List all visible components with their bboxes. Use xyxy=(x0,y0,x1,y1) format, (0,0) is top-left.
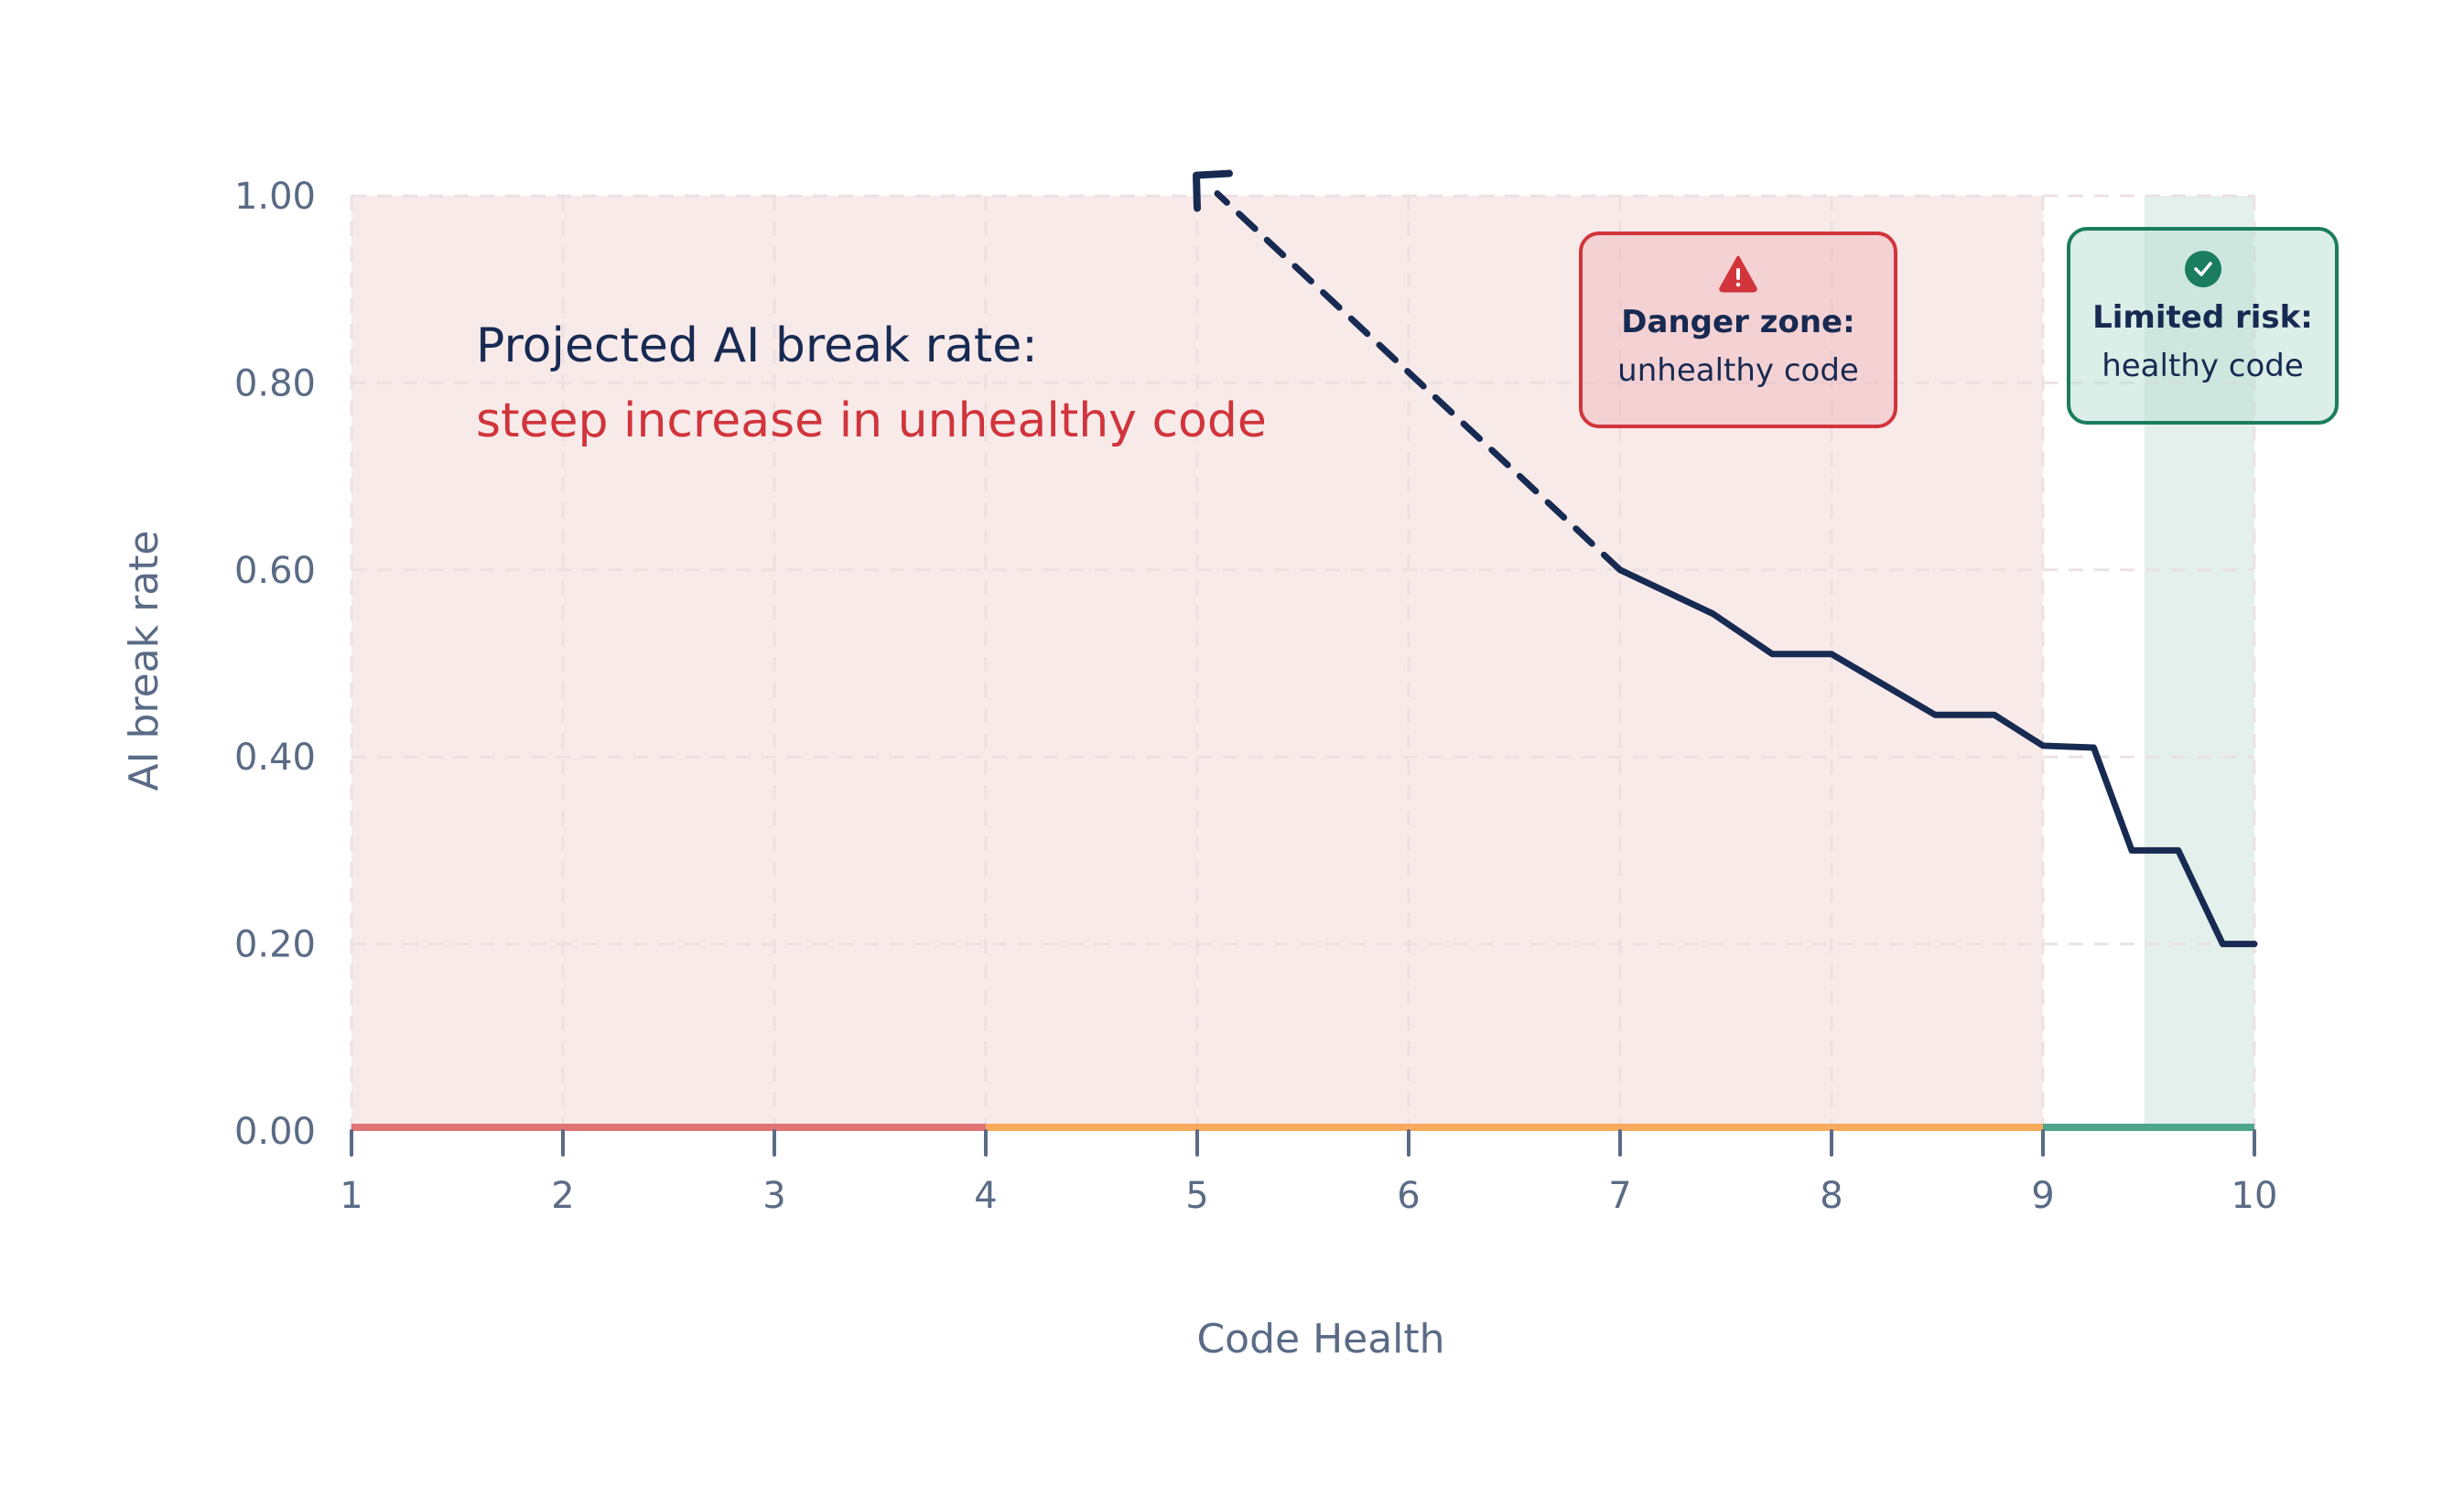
limited-risk-callout: Limited risk: healthy code xyxy=(2067,227,2339,425)
y-tick-label: 0.80 xyxy=(234,362,316,404)
x-tick-label: 5 xyxy=(1185,1175,1208,1217)
x-tick-label: 3 xyxy=(762,1175,785,1217)
x-tick-label: 10 xyxy=(2232,1175,2278,1217)
y-tick-label: 0.40 xyxy=(234,737,316,779)
y-tick-label: 0.60 xyxy=(234,550,316,592)
x-tick-label: 9 xyxy=(2031,1175,2054,1217)
axis-bands xyxy=(351,1124,2254,1131)
x-ticks xyxy=(350,1129,2256,1157)
axis-band-green xyxy=(2043,1124,2254,1131)
x-axis-label: Code Health xyxy=(1196,1316,1444,1363)
y-tick-label: 1.00 xyxy=(234,176,316,218)
limited-risk-title: Limited risk: xyxy=(2092,299,2313,336)
projection-annotation-subtitle: steep increase in unhealthy code xyxy=(476,393,1267,448)
projection-arrowhead xyxy=(1193,169,1233,212)
warning-triangle-icon xyxy=(1719,255,1757,293)
grid xyxy=(350,194,2256,1131)
danger-zone-title: Danger zone: xyxy=(1621,304,1855,340)
x-tick-label: 4 xyxy=(974,1175,997,1217)
axis-band-red xyxy=(351,1124,986,1131)
projection-line xyxy=(1214,190,1624,574)
series xyxy=(1193,169,2258,948)
x-tick-label: 8 xyxy=(1820,1175,1843,1217)
x-tick-label: 1 xyxy=(340,1175,362,1217)
check-circle-icon xyxy=(2184,251,2221,287)
y-axis-label: AI break rate xyxy=(121,531,168,792)
tick-labels: 0.00 0.20 0.40 0.60 0.80 1.00 1 2 3 4 5 6 7 8 9 10 xyxy=(234,176,2278,1217)
x-tick-label: 6 xyxy=(1397,1175,1420,1217)
y-tick-label: 0.20 xyxy=(234,924,316,966)
limited-risk-subtitle: healthy code xyxy=(2102,348,2304,384)
x-tick-label: 7 xyxy=(1608,1175,1631,1217)
danger-zone-subtitle: unhealthy code xyxy=(1617,352,1859,389)
series-line xyxy=(1616,566,2258,948)
projection-annotation-title: Projected AI break rate: xyxy=(476,318,1038,373)
x-tick-label: 2 xyxy=(551,1175,574,1217)
y-tick-label: 0.00 xyxy=(234,1111,316,1153)
axis-band-orange xyxy=(986,1124,2043,1131)
danger-zone-callout: Danger zone: unhealthy code xyxy=(1579,232,1897,428)
